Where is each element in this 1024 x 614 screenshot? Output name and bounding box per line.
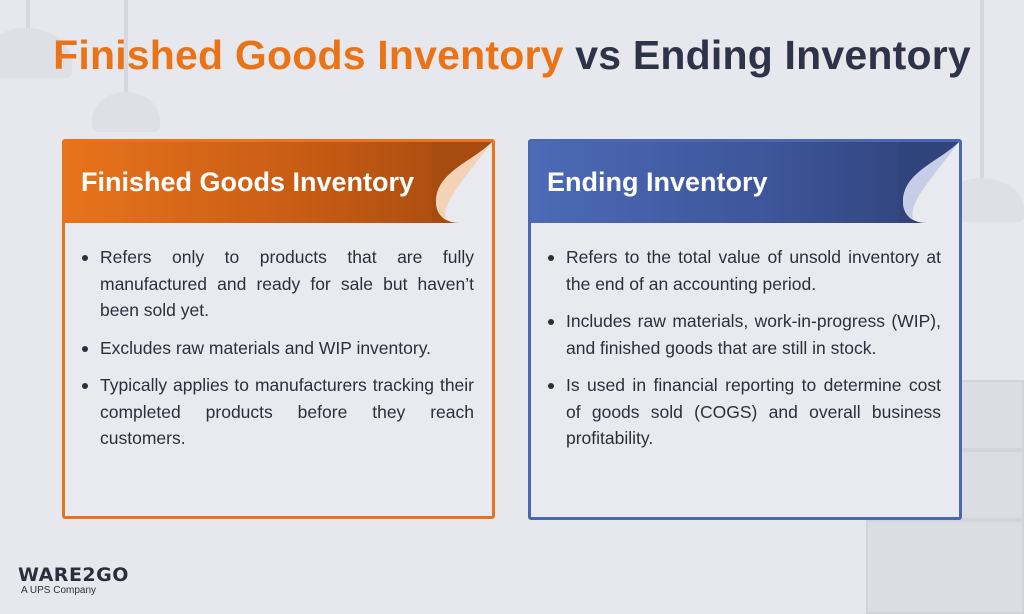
- logo-subtitle: A UPS Company: [21, 585, 97, 596]
- finished-goods-card: Finished Goods Inventory Refers only to …: [62, 139, 495, 519]
- bullet-list: Refers to the total value of unsold inve…: [545, 244, 941, 463]
- ending-inventory-card: Ending Inventory Refers to the total val…: [528, 139, 962, 520]
- logo-name: WARE2GO: [18, 564, 129, 586]
- card-heading: Finished Goods Inventory: [65, 142, 465, 223]
- ware2go-logo: WARE2GO A UPS Company: [18, 565, 129, 597]
- lamp-icon: [92, 92, 160, 132]
- list-item: Typically applies to manufacturers track…: [79, 372, 474, 452]
- page-curl-icon: [432, 142, 492, 223]
- bullet-list: Refers only to products that are fully m…: [79, 244, 474, 463]
- list-item: Refers to the total value of unsold inve…: [545, 244, 941, 297]
- list-item: Is used in financial reporting to determ…: [545, 372, 941, 452]
- list-item: Refers only to products that are fully m…: [79, 244, 474, 324]
- card-heading: Ending Inventory: [531, 142, 931, 223]
- page-title: Finished Goods Inventory vs Ending Inven…: [0, 32, 1024, 79]
- box-icon: [866, 520, 1024, 614]
- page-curl-icon: [899, 142, 959, 223]
- title-part-finished-goods: Finished Goods Inventory: [53, 32, 564, 78]
- list-item: Includes raw materials, work-in-progress…: [545, 308, 941, 361]
- list-item: Excludes raw materials and WIP inventory…: [79, 335, 474, 362]
- title-part-ending: vs Ending Inventory: [563, 32, 971, 78]
